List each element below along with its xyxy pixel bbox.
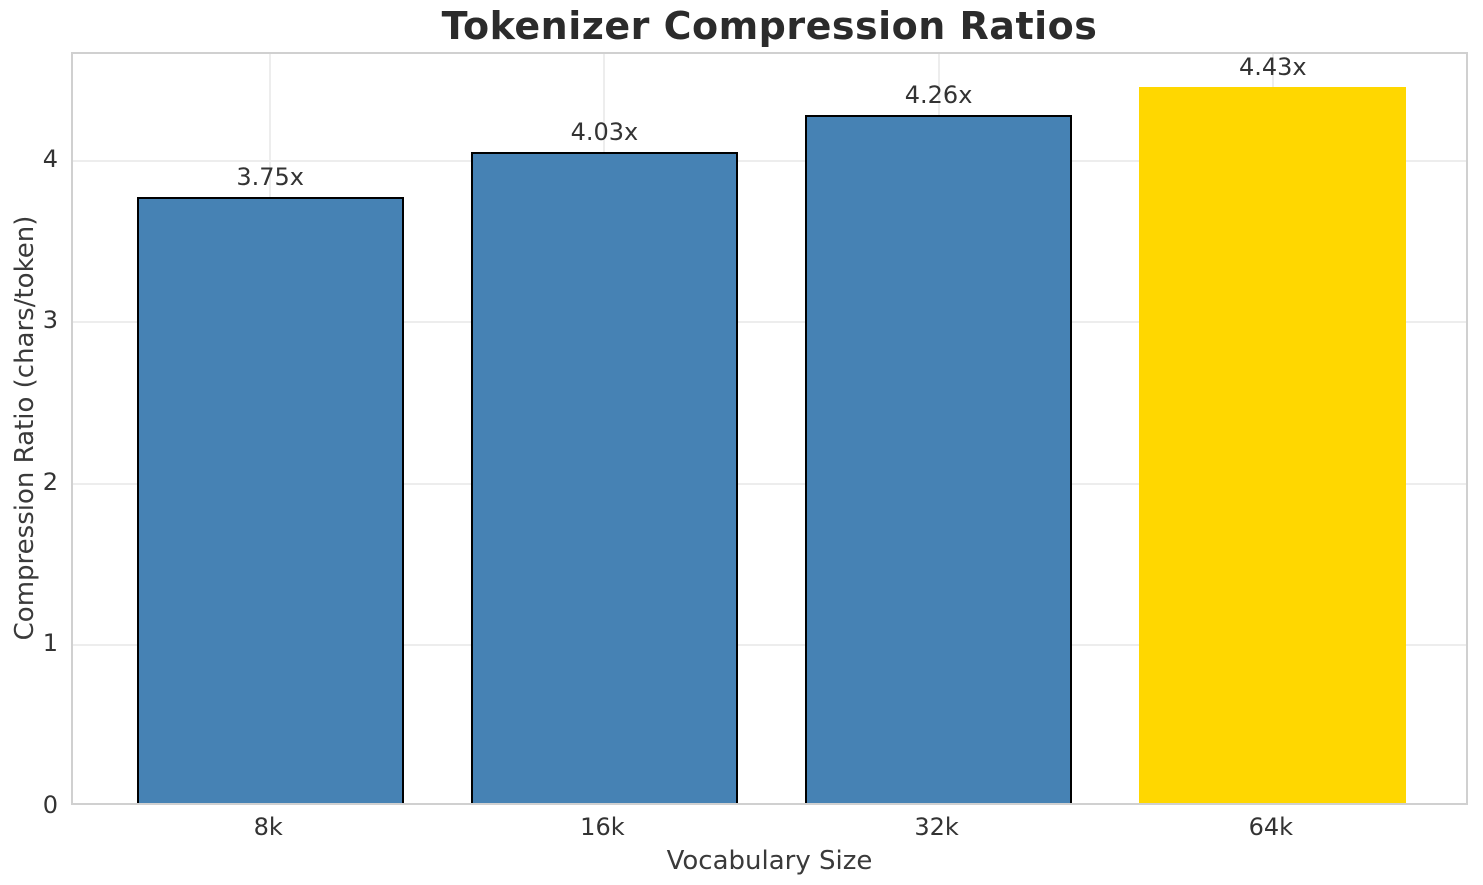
bar-8k xyxy=(136,197,404,803)
x-tick-label-64k: 64k xyxy=(1248,813,1294,841)
y-tick-label-1: 1 xyxy=(42,629,58,658)
chart-title: Tokenizer Compression Ratios xyxy=(441,4,1098,48)
x-tick-label-16k: 16k xyxy=(580,813,625,841)
y-tick-label-2: 2 xyxy=(42,467,58,496)
bar-32k xyxy=(804,114,1073,803)
gridline-horizontal-3 xyxy=(73,321,1466,324)
y-tick-label-4: 4 xyxy=(42,144,58,173)
bar-value-label-32k: 4.26x xyxy=(904,80,973,109)
gridline-horizontal-4 xyxy=(73,159,1466,162)
bar-64k xyxy=(1139,87,1407,803)
y-tick-label-3: 3 xyxy=(42,306,58,335)
y-axis-label: Compression Ratio (chars/token) xyxy=(10,215,40,641)
bar-value-label-64k: 4.43x xyxy=(1238,53,1307,82)
bar-value-label-16k: 4.03x xyxy=(570,117,639,146)
x-tick-label-8k: 8k xyxy=(253,813,283,841)
gridline-horizontal-2 xyxy=(73,482,1466,485)
y-tick-label-0: 0 xyxy=(42,791,58,819)
plot-area: 3.75x 4.03x 4.26x 4.43x xyxy=(71,52,1468,805)
bar-16k xyxy=(470,151,739,803)
x-tick-label-32k: 32k xyxy=(914,813,959,841)
gridline-horizontal-1 xyxy=(73,644,1466,647)
bar-value-label-8k: 3.75x xyxy=(236,163,304,192)
x-axis-label: Vocabulary Size xyxy=(666,846,873,876)
